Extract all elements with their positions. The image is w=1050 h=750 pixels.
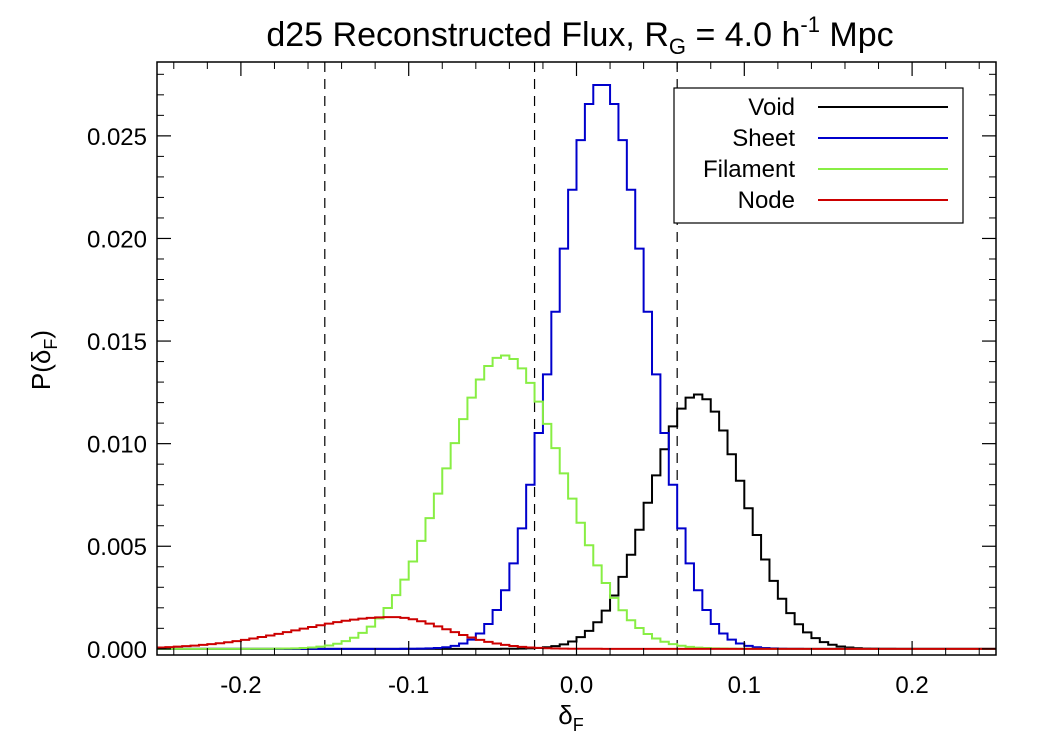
legend-items: Void Sheet Filament Node: [703, 94, 948, 214]
y-axis-label-sub: F: [41, 339, 61, 350]
title-mid: = 4.0 h: [686, 16, 800, 54]
axis-ticks: [157, 62, 996, 655]
data-series: [157, 83, 996, 650]
title-main: d25 Reconstructed Flux, R: [266, 16, 669, 54]
y-tick-label-0: 0.000: [87, 637, 147, 664]
chart-title: d25 Reconstructed Flux, RG = 4.0 h-1 Mpc: [266, 12, 893, 59]
legend: Void Sheet Filament Node: [673, 87, 964, 224]
x-tick-label-0: -0.2: [220, 672, 261, 699]
x-tick-label-4: 0.2: [895, 672, 928, 699]
y-axis-label-end: ): [26, 330, 56, 339]
y-axis-label: P(δF): [26, 330, 61, 390]
y-tick-label-2: 0.010: [87, 432, 147, 459]
x-tick-label-1: -0.1: [388, 672, 429, 699]
y-tick-label-4: 0.020: [87, 226, 147, 253]
x-axis-label-main: δ: [558, 700, 572, 730]
title-sup: -1: [800, 12, 820, 37]
y-tick-label-3: 0.015: [87, 329, 147, 356]
y-axis-label-main: P(δ: [26, 350, 56, 390]
y-tick-label-1: 0.005: [87, 534, 147, 561]
y-tick-label-5: 0.025: [87, 124, 147, 151]
legend-label-sheet: Sheet: [732, 125, 795, 152]
x-tick-labels: -0.2 -0.1 0.0 0.1 0.2: [220, 672, 929, 699]
x-tick-label-3: 0.1: [728, 672, 761, 699]
legend-label-filament: Filament: [703, 156, 795, 183]
x-axis-label-sub: F: [573, 715, 584, 735]
title-end: Mpc: [820, 16, 894, 54]
title-sub: G: [669, 34, 686, 59]
legend-label-void: Void: [748, 94, 795, 121]
series-filament: [157, 354, 996, 650]
reference-lines: [324, 62, 678, 655]
legend-label-node: Node: [738, 187, 795, 214]
x-axis-label: δF: [558, 700, 583, 735]
y-tick-labels: 0.000 0.005 0.010 0.015 0.020 0.025: [87, 124, 147, 664]
series-node: [157, 616, 996, 650]
x-tick-label-2: 0.0: [560, 672, 593, 699]
